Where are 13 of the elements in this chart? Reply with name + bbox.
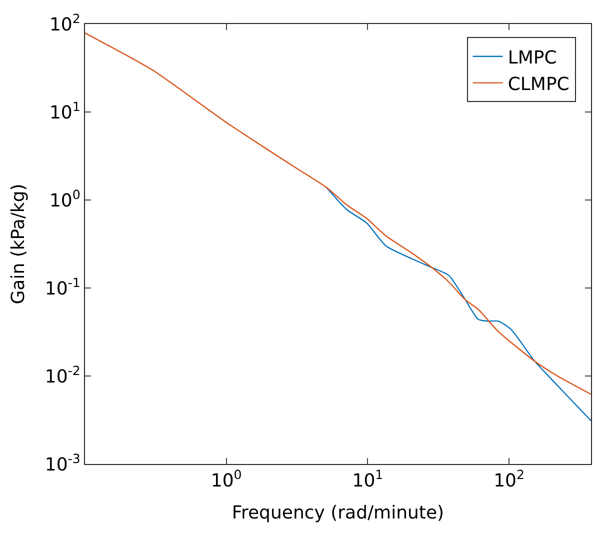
y-axis-title: Gain (kPa/kg) (8, 184, 30, 304)
y-tick-label: 10$^{-3}$ (44, 450, 80, 476)
x-axis-title: Frequency (rad/minute) (232, 502, 444, 524)
x-tick-label: 10$^{1}$ (352, 467, 384, 492)
legend-label: LMPC (508, 47, 557, 68)
y-tick-label: 10$^{2}$ (49, 10, 80, 36)
y-tick-label: 10$^{-1}$ (44, 274, 80, 300)
x-tick-label: 10$^{2}$ (494, 467, 525, 492)
x-tick-label: 10$^{0}$ (210, 467, 242, 492)
y-tick-label: 10$^{1}$ (49, 98, 80, 124)
legend-label: CLMPC (508, 74, 570, 95)
y-tick-label: 10$^{-2}$ (44, 362, 80, 388)
y-tick-label: 10$^{0}$ (49, 186, 80, 212)
